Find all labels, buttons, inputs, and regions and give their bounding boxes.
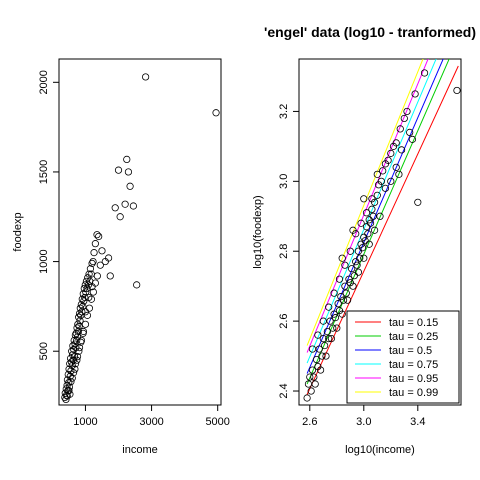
figure-title: 'engel' data (log10 - tranformed) [264,24,476,40]
data-point [94,231,100,237]
data-point [312,381,318,387]
data-point [304,395,310,401]
data-point [86,305,92,311]
legend-entry: tau = 0.95 [389,373,438,385]
data-point [107,273,113,279]
data-point [82,321,88,327]
quantile-line [307,7,458,363]
data-point [99,248,105,254]
legend: tau = 0.15 tau = 0.25 tau = 0.5 tau = 0.75 t… [347,311,459,403]
data-point [112,205,118,211]
data-point [344,297,350,303]
y-tick-label: 2.4 [278,383,290,398]
quantile-line [307,0,458,353]
y-tick-label: 1000 [38,249,50,273]
right-quantile-panel: 2.6 3.0 3.4 2.4 2.6 2.8 3.0 3.2 log10(income) log… [252,0,461,456]
data-point [133,282,139,288]
x-axis-label: income [122,444,157,456]
x-tick-label: 2.6 [302,416,317,428]
quantile-line [307,0,458,346]
x-tick-label: 5000 [205,416,229,428]
data-point [125,169,131,175]
data-point [95,233,101,239]
plot-frame [59,59,221,405]
y-tick-label: 3.2 [278,104,290,119]
legend-entry: tau = 0.15 [389,317,438,329]
data-point [117,214,123,220]
y-axis-label: foodexp [12,212,24,251]
data-point [92,240,98,246]
y-axis-label: log10(foodexp) [252,195,264,268]
x-tick-label: 3000 [139,416,163,428]
data-point [122,201,128,207]
data-point [142,74,148,80]
data-point [415,199,421,205]
legend-entry: tau = 0.75 [389,359,438,371]
data-point [94,273,100,279]
y-tick-label: 2.6 [278,313,290,328]
y-tick-label: 2000 [38,70,50,94]
legend-entry: tau = 0.5 [389,345,432,357]
x-tick-label: 3.0 [356,416,371,428]
data-point [355,248,361,254]
y-tick-label: 1500 [38,160,50,184]
data-point [409,136,415,142]
y-tick-label: 2.8 [278,244,290,259]
x-tick-label: 3.4 [410,416,425,428]
data-point [388,150,394,156]
data-point [213,110,219,116]
data-point [454,87,460,93]
legend-entry: tau = 0.99 [389,387,438,399]
data-point [90,258,96,264]
data-point [130,203,136,209]
data-point [320,318,326,324]
data-point [124,156,130,162]
data-point [127,183,133,189]
data-point [115,167,121,173]
y-tick-label: 3.0 [278,174,290,189]
data-point [367,220,373,226]
x-axis-label: log10(income) [345,444,415,456]
data-point [91,249,97,255]
left-scatter-panel: 1000 3000 5000 500 1000 1500 2000 income foodexp [12,59,230,456]
x-tick-label: 1000 [73,416,97,428]
legend-entry: tau = 0.25 [389,331,438,343]
y-tick-label: 500 [38,342,50,360]
